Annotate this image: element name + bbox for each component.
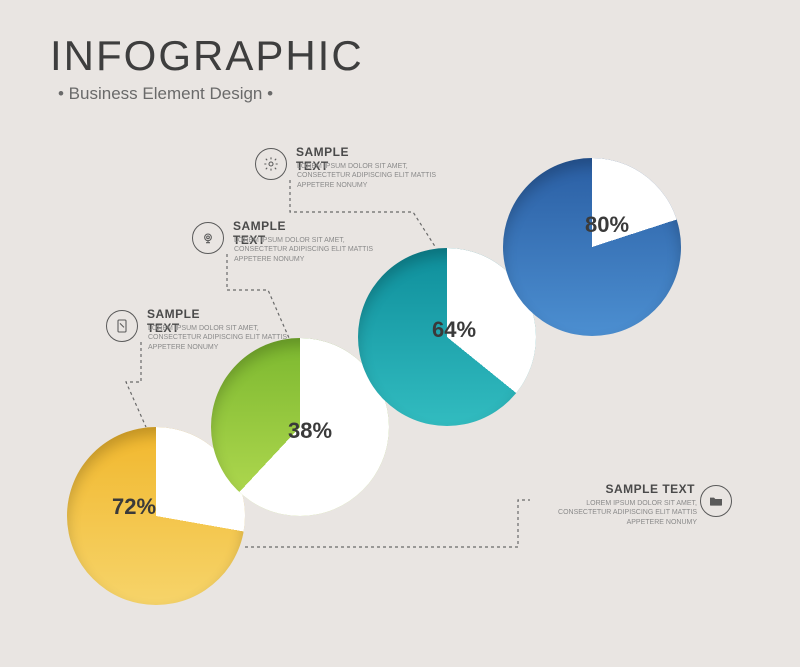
callout-folder-heading: SAMPLE TEXT [540,482,695,496]
gear-icon [255,148,287,180]
tablet-icon [106,310,138,342]
callout-tablet-body: LOREM IPSUM DOLOR SIT AMET, CONSECTETUR … [148,324,313,352]
leader-tablet [126,342,146,427]
pie-green-pct: 38% [288,418,332,444]
pie-blue: 80% [503,158,681,336]
callout-gear-body: LOREM IPSUM DOLOR SIT AMET, CONSECTETUR … [297,162,462,190]
pie-yellow-pct: 72% [112,494,156,520]
infographic-canvas: INFOGRAPHIC • Business Element Design • … [0,0,800,667]
callout-camera-body: LOREM IPSUM DOLOR SIT AMET, CONSECTETUR … [234,236,399,264]
camera-icon [192,222,224,254]
pie-blue-pct: 80% [585,212,629,238]
pie-teal-pct: 64% [432,317,476,343]
page-subtitle: • Business Element Design • [58,84,273,104]
pie-blue-slice [503,158,681,336]
folder-icon [700,485,732,517]
page-title: INFOGRAPHIC [50,32,364,80]
callout-folder-body: LOREM IPSUM DOLOR SIT AMET, CONSECTETUR … [532,499,697,527]
